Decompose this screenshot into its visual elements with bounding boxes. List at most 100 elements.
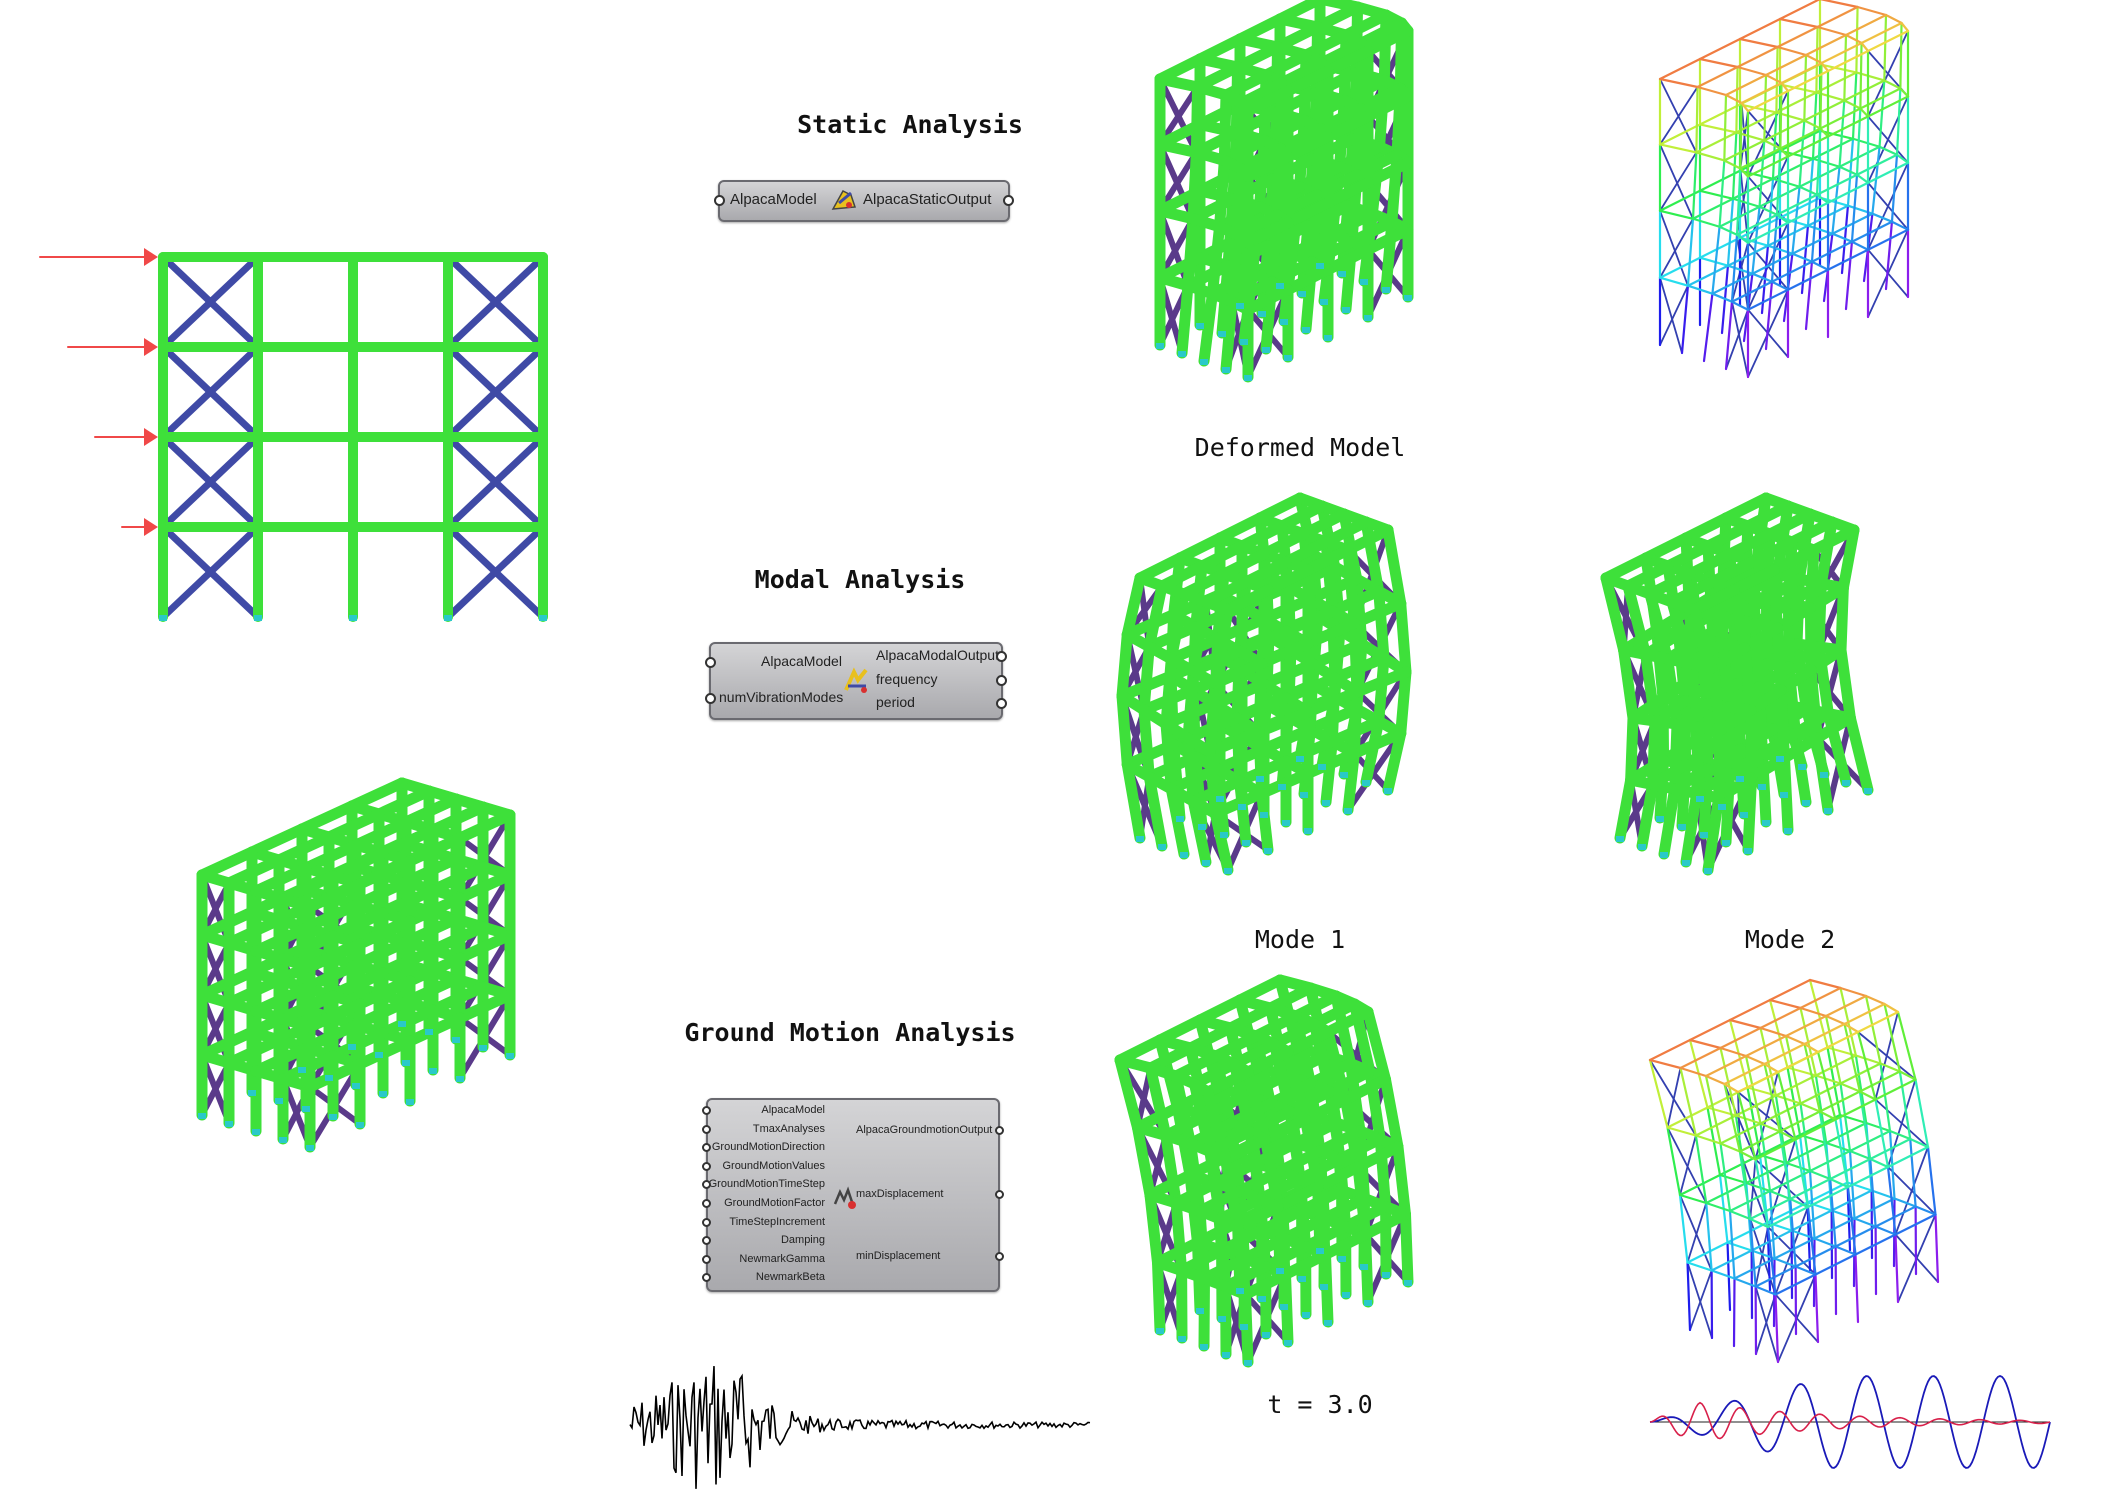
column (1846, 1185, 1857, 1256)
support (1404, 295, 1412, 301)
column (1680, 787, 1703, 868)
support (1322, 800, 1330, 806)
support (1302, 327, 1310, 333)
ground-motion-component[interactable]: AlpacaModel TmaxAnalyses GroundMotionDirec… (702, 1098, 1004, 1292)
column (1859, 41, 1863, 110)
mode-1-view (1116, 492, 1412, 876)
beam-y (1799, 1082, 1842, 1105)
beam-x (1798, 185, 1819, 196)
input-pin[interactable] (714, 195, 725, 206)
support (302, 1106, 310, 1112)
beam-y (1814, 1253, 1857, 1276)
output-pin[interactable] (995, 1126, 1004, 1135)
beam-y (1244, 1106, 1296, 1137)
beam-y (1844, 13, 1888, 37)
beam-y (1658, 256, 1702, 279)
beam-x (1803, 1042, 1820, 1054)
column (1864, 994, 1882, 1065)
beam-x (1698, 123, 1738, 134)
column (1698, 763, 1714, 840)
brace (1754, 1158, 1809, 1208)
support (1784, 828, 1792, 834)
output-pin[interactable] (996, 675, 1007, 686)
column (1824, 1014, 1842, 1085)
column (1187, 795, 1212, 868)
column (1165, 588, 1190, 665)
input-pin[interactable] (702, 1180, 711, 1190)
beam-x (1686, 284, 1714, 295)
input-pin[interactable] (702, 1161, 711, 1171)
static-analysis-title: Static Analysis (797, 110, 1023, 139)
beam-y (1740, 81, 1783, 105)
ground-input-label: GroundMotionDirection (711, 1141, 825, 1154)
column (1791, 185, 1801, 255)
beam-x (1858, 1090, 1877, 1101)
column (1644, 588, 1674, 665)
input-pin[interactable] (702, 1143, 711, 1153)
beam-x (1666, 596, 1700, 616)
input-pin[interactable] (702, 1236, 711, 1246)
beam-y (1228, 1038, 1280, 1070)
input-pin[interactable] (702, 1217, 711, 1227)
beam-y (1250, 1010, 1302, 1042)
beam-y (1829, 1157, 1872, 1181)
column (1896, 1010, 1917, 1081)
column (1116, 629, 1133, 702)
beam-y (1723, 139, 1766, 162)
modal-analysis-component[interactable]: AlpacaModel numVibrationModes AlpacaModa… (705, 642, 1007, 720)
input-pin[interactable] (702, 1199, 711, 1208)
beam-y (1209, 787, 1268, 819)
beam-x (1914, 1205, 1937, 1216)
output-pin[interactable] (996, 698, 1007, 709)
beam-x (1859, 107, 1870, 118)
column (1858, 1090, 1872, 1161)
input-pin[interactable] (705, 693, 716, 704)
column (1728, 1209, 1736, 1280)
beam-y (1723, 1062, 1766, 1086)
support (329, 1114, 337, 1120)
beam-x (1658, 276, 1690, 287)
beam-y (1794, 1245, 1837, 1268)
column (1132, 1122, 1156, 1201)
column (1879, 1062, 1892, 1133)
column (1758, 139, 1766, 208)
support (1264, 848, 1272, 854)
output-pin[interactable] (995, 1252, 1004, 1261)
column (1732, 1277, 1736, 1348)
support (325, 1075, 333, 1081)
beam-y (1866, 161, 1910, 184)
beam-x (1899, 87, 1910, 98)
support (254, 615, 262, 621)
beam-y (1775, 193, 1819, 216)
beam-y (1874, 1205, 1917, 1228)
column (1600, 572, 1630, 656)
beam-y (454, 929, 516, 964)
beam-y (1728, 998, 1772, 1022)
beam-y (1322, 110, 1374, 142)
column (1772, 622, 1787, 696)
input-pin[interactable] (705, 657, 716, 668)
beam-y (1803, 1022, 1846, 1046)
input-pin[interactable] (702, 1273, 711, 1283)
column (1739, 642, 1757, 716)
static-analysis-component[interactable]: AlpacaModel AlpacaStaticOutput (714, 180, 1014, 222)
column (1789, 1197, 1797, 1268)
beam-x (1236, 97, 1254, 117)
column (1719, 1142, 1732, 1213)
beam-y (1322, 177, 1374, 209)
input-pin[interactable] (702, 1124, 711, 1134)
beam-y (354, 915, 416, 950)
output-pin[interactable] (1003, 195, 1014, 206)
beam-x (1744, 1054, 1766, 1066)
support (1656, 816, 1664, 822)
column (1326, 605, 1341, 684)
beam-x (1774, 1094, 1802, 1105)
column (1717, 637, 1735, 713)
input-pin[interactable] (702, 1254, 711, 1264)
output-pin[interactable] (995, 1190, 1004, 1199)
beam-y (1855, 153, 1899, 176)
input-pin[interactable] (702, 1106, 711, 1115)
beam-x (1691, 787, 1725, 804)
ground-output-label: minDisplacement (856, 1250, 941, 1262)
output-pin[interactable] (996, 651, 1007, 662)
